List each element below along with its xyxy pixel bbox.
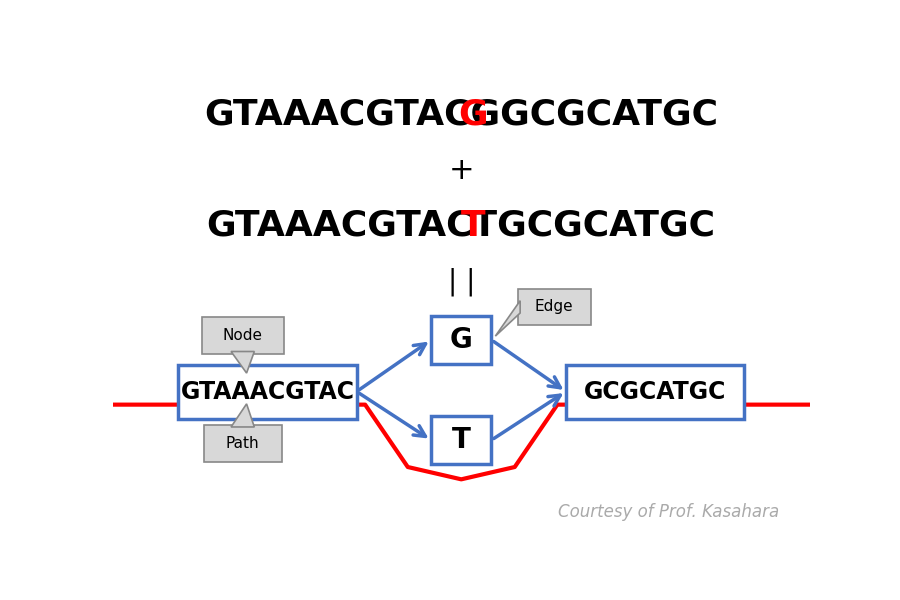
Text: G: G [450,326,472,354]
Text: +: + [448,156,474,185]
Text: Edge: Edge [535,299,573,314]
Text: GTAAACGTACTGCGCATGC: GTAAACGTACTGCGCATGC [207,209,716,243]
FancyBboxPatch shape [518,289,590,325]
Text: G: G [458,97,488,131]
Polygon shape [495,301,520,336]
Text: | |: | | [447,267,475,296]
Text: Node: Node [222,328,263,343]
Text: GCGCATGC: GCGCATGC [584,380,726,404]
Text: T: T [461,209,486,243]
FancyBboxPatch shape [566,365,744,419]
Text: T: T [452,426,471,454]
Polygon shape [231,404,255,427]
Text: GTAAACGTAC: GTAAACGTAC [181,380,355,404]
FancyBboxPatch shape [203,425,282,461]
Text: Courtesy of Prof. Kasahara: Courtesy of Prof. Kasahara [558,503,779,521]
Text: GTAAACGTACGGCGCATGC: GTAAACGTACGGCGCATGC [204,97,718,131]
Polygon shape [231,352,255,373]
FancyBboxPatch shape [431,416,491,464]
FancyBboxPatch shape [178,365,356,419]
Text: Path: Path [226,436,259,451]
FancyBboxPatch shape [202,317,284,354]
FancyBboxPatch shape [431,316,491,364]
